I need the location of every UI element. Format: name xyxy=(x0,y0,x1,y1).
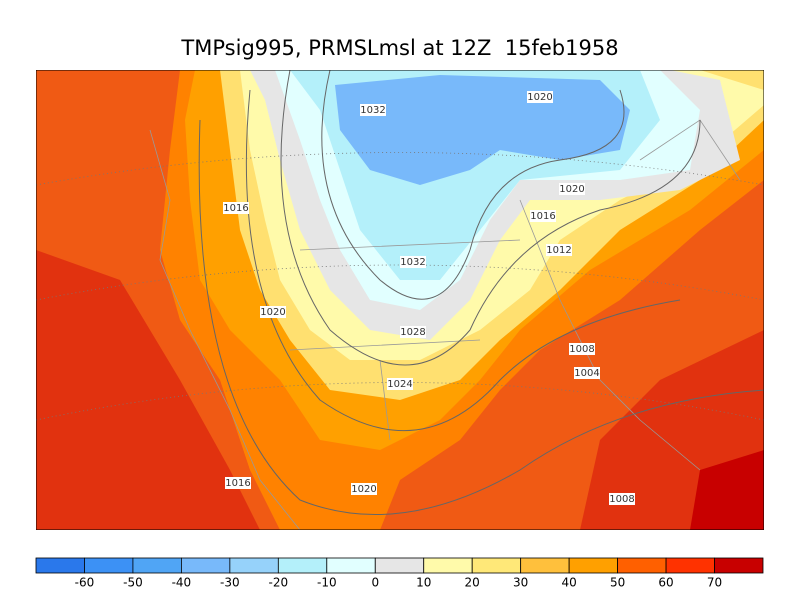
colorbar-label: 10 xyxy=(416,576,431,590)
colorbar-box xyxy=(665,557,715,574)
contour-label: 1008 xyxy=(569,344,594,355)
colorbar-box xyxy=(568,557,619,574)
contour-label-box xyxy=(546,244,572,256)
colorbar-box xyxy=(132,557,182,574)
map-area xyxy=(36,70,764,530)
contour-label: 1020 xyxy=(527,92,552,103)
colorbar-box xyxy=(520,557,570,574)
contour-label-box xyxy=(574,367,600,379)
contour-label-box xyxy=(225,477,251,489)
contour-label-box xyxy=(609,493,635,505)
colorbar-label: -40 xyxy=(172,576,192,590)
contour-label-box xyxy=(360,104,386,116)
temp-shade xyxy=(690,450,764,530)
colorbar-label: 30 xyxy=(513,576,528,590)
coastline xyxy=(149,119,741,530)
contour-label: 1008 xyxy=(609,494,634,505)
contour-label-box xyxy=(527,91,553,103)
contour-label-box xyxy=(569,343,595,355)
colorbar-label: -30 xyxy=(220,576,240,590)
colorbar-box xyxy=(277,557,328,574)
contour-label: 1020 xyxy=(260,307,285,318)
contour-label-box xyxy=(351,483,377,495)
colorbar-label: -60 xyxy=(75,576,95,590)
colorbar-label: -20 xyxy=(269,576,289,590)
contour-label: 1024 xyxy=(387,379,412,390)
contour-label: 1020 xyxy=(559,184,584,195)
colorbar-label: -10 xyxy=(317,576,337,590)
temp-shade xyxy=(36,250,260,530)
contour-label-box xyxy=(559,183,585,195)
colorbar-label: -50 xyxy=(123,576,143,590)
contour-label: 1016 xyxy=(530,211,555,222)
contour-label-box xyxy=(530,210,556,222)
colorbar-label: 50 xyxy=(610,576,625,590)
contour-label: 1004 xyxy=(574,368,599,379)
colorbar-box xyxy=(35,557,85,574)
contour-label: 1012 xyxy=(546,245,571,256)
contour-label: 1028 xyxy=(400,327,425,338)
contour-label-box xyxy=(400,326,426,338)
contour-label: 1016 xyxy=(223,203,248,214)
contour-label: 1016 xyxy=(225,478,250,489)
map-title: TMPsig995, PRMSLmsl at 12Z 15feb1958 xyxy=(180,36,618,60)
temp-shade xyxy=(335,75,630,185)
colorbar-label: 0 xyxy=(371,576,379,590)
colorbar-label: 60 xyxy=(658,576,673,590)
colorbar-box xyxy=(180,557,231,574)
colorbar-box xyxy=(229,557,279,574)
colorbar-box xyxy=(84,557,134,574)
colorbar-box xyxy=(617,557,667,574)
isobar xyxy=(198,70,764,516)
colorbar-label: 40 xyxy=(561,576,576,590)
contour-label: 1032 xyxy=(400,257,425,268)
colorbar-box xyxy=(714,557,764,574)
colorbar-box xyxy=(326,557,376,574)
contour-label: 1020 xyxy=(351,484,376,495)
colorbar-label: 70 xyxy=(707,576,722,590)
contour-label-box xyxy=(260,306,286,318)
contour-label: 1032 xyxy=(360,105,385,116)
contour-label-box xyxy=(223,202,249,214)
colorbar-box xyxy=(471,557,522,574)
colorbar-box xyxy=(423,557,473,574)
colorbar-box xyxy=(374,557,425,574)
contour-label-box xyxy=(387,378,413,390)
colorbar-label: 20 xyxy=(465,576,480,590)
contour-label-box xyxy=(400,256,426,268)
